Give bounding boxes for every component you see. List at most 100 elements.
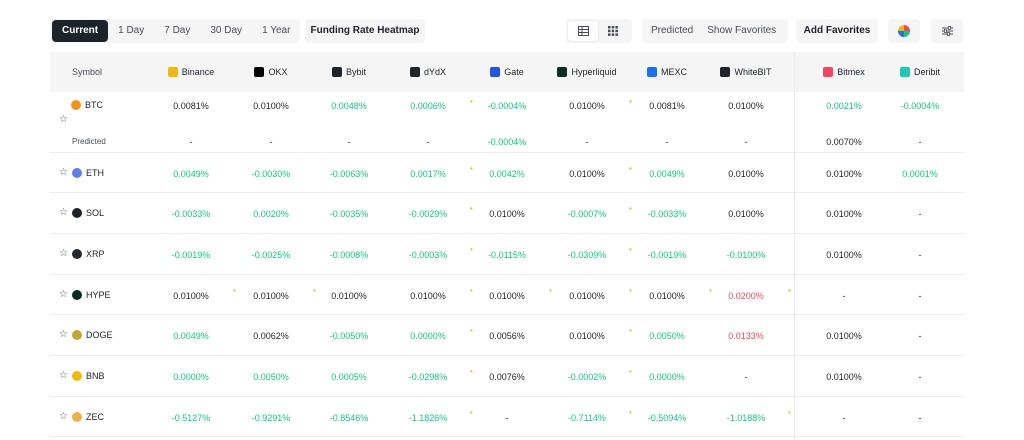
rate-cell-okx[interactable]: 0.0062% bbox=[253, 331, 289, 341]
rate-cell-whitebit[interactable]: -0.0100% bbox=[726, 250, 766, 260]
symbol-cell[interactable]: ETH bbox=[72, 168, 104, 178]
table-row[interactable]: ☆ BNB 0.0000% 0.0050% 0.0005% -0.0298% 0.0076%… bbox=[50, 356, 964, 397]
table-row[interactable]: ☆ ETH 0.0049% -0.0030% -0.0063% 0.0017% 0.0042… bbox=[50, 153, 964, 193]
symbol-cell[interactable]: BNB bbox=[72, 371, 105, 381]
rate-cell-dydx[interactable]: 0.0100% bbox=[410, 291, 446, 301]
rate-cell-deribit[interactable]: -0.0004% bbox=[900, 101, 940, 111]
exchange-header-okx[interactable]: OKX bbox=[232, 52, 310, 92]
rate-cell-hyperliquid[interactable]: -0.0309% bbox=[567, 250, 607, 260]
rate-cell-bitmex[interactable]: 0.0100% bbox=[826, 331, 862, 341]
rate-cell-okx[interactable]: 0.0100% bbox=[253, 291, 289, 301]
rate-cell-okx[interactable]: 0.0050% bbox=[253, 372, 289, 382]
favorite-star-icon[interactable]: ☆ bbox=[59, 370, 68, 381]
rate-cell-mexc[interactable]: 0.0000% bbox=[649, 372, 685, 382]
rate-cell-gate[interactable]: - bbox=[505, 413, 509, 423]
rate-cell-mexc[interactable]: 0.0100% bbox=[649, 291, 685, 301]
table-row[interactable]: ☆ SOL -0.0033% 0.0020% -0.0035% -0.0029% 0.010… bbox=[50, 193, 964, 234]
predicted-toggle[interactable]: Predicted bbox=[651, 25, 694, 36]
rate-cell-mexc[interactable]: -0.0033% bbox=[647, 209, 687, 219]
rate-cell-bybit[interactable]: 0.0048% bbox=[331, 101, 367, 111]
rate-cell-bitmex[interactable]: - bbox=[842, 413, 846, 423]
rate-cell-okx[interactable]: -0.9291% bbox=[251, 413, 291, 423]
favorite-star-icon[interactable]: ☆ bbox=[59, 289, 68, 300]
rate-cell-okx[interactable]: 0.0100% bbox=[253, 101, 289, 111]
rate-cell-deribit[interactable]: 0.0001% bbox=[902, 169, 938, 179]
rate-cell-dydx[interactable]: -0.0003% bbox=[408, 250, 448, 260]
favorite-star-icon[interactable]: ☆ bbox=[59, 114, 68, 125]
exchange-header-dydx[interactable]: dYdX bbox=[389, 52, 467, 92]
symbol-cell[interactable]: DOGE bbox=[72, 330, 113, 340]
settings-button[interactable] bbox=[931, 19, 963, 43]
exchange-header-whitebit[interactable]: WhiteBIT bbox=[707, 52, 785, 92]
rate-cell-binance[interactable]: -0.0033% bbox=[171, 209, 211, 219]
rate-cell-deribit[interactable]: - bbox=[918, 291, 922, 301]
rate-cell-deribit[interactable]: - bbox=[918, 209, 922, 219]
rate-cell-dydx[interactable]: 0.0000% bbox=[410, 331, 446, 341]
rate-cell-whitebit[interactable]: -1.0188% bbox=[726, 413, 766, 423]
rate-cell-whitebit[interactable]: 0.0100% bbox=[728, 209, 764, 219]
table-row[interactable]: ☆ HYPE 0.0100% 0.0100% 0.0100% 0.0100% 0.0100%… bbox=[50, 275, 964, 315]
rate-cell-bybit[interactable]: -0.8546% bbox=[329, 413, 369, 423]
rate-cell-bybit[interactable]: -0.0050% bbox=[329, 331, 369, 341]
symbol-cell[interactable]: SOL bbox=[72, 208, 104, 218]
rate-cell-bitmex[interactable]: 0.0021% bbox=[826, 101, 862, 111]
favorite-star-icon[interactable]: ☆ bbox=[59, 329, 68, 340]
exchange-header-binance[interactable]: Binance bbox=[152, 52, 230, 92]
table-view-button[interactable] bbox=[568, 21, 598, 41]
rate-cell-binance[interactable]: -0.0019% bbox=[171, 250, 211, 260]
exchange-header-bybit[interactable]: Bybit bbox=[310, 52, 388, 92]
rate-cell-dydx[interactable]: -1.1826% bbox=[408, 413, 448, 423]
rate-cell-bitmex[interactable]: 0.0100% bbox=[826, 250, 862, 260]
table-row[interactable]: ☆ XRP -0.0019% -0.0025% -0.0008% -0.0003% -0.0… bbox=[50, 234, 964, 275]
rate-cell-hyperliquid[interactable]: 0.0100% bbox=[569, 291, 605, 301]
rate-cell-deribit[interactable]: - bbox=[918, 331, 922, 341]
table-row[interactable]: ☆ DOGE 0.0049% 0.0062% -0.0050% 0.0000% 0.0056… bbox=[50, 315, 964, 356]
tab-current[interactable]: Current bbox=[52, 20, 109, 42]
rate-cell-whitebit[interactable]: - bbox=[744, 372, 748, 382]
rate-cell-dydx[interactable]: -0.0298% bbox=[408, 372, 448, 382]
add-favorites-button[interactable]: Add Favorites bbox=[796, 19, 878, 43]
rate-cell-whitebit[interactable]: 0.0100% bbox=[728, 101, 764, 111]
rate-cell-whitebit[interactable]: 0.0133% bbox=[728, 331, 764, 341]
tab-30-day[interactable]: 30 Day bbox=[210, 25, 243, 36]
table-row[interactable]: ☆ BTC 0.0081% 0.0100% 0.0048% 0.0006% -0.0004%… bbox=[50, 92, 964, 153]
rate-cell-binance[interactable]: -0.5127% bbox=[171, 413, 211, 423]
rate-cell-gate[interactable]: 0.0100% bbox=[489, 291, 525, 301]
rate-cell-okx[interactable]: -0.0025% bbox=[251, 250, 291, 260]
rate-cell-mexc[interactable]: 0.0050% bbox=[649, 331, 685, 341]
rate-cell-binance[interactable]: 0.0049% bbox=[173, 169, 209, 179]
rate-cell-binance[interactable]: 0.0049% bbox=[173, 331, 209, 341]
rate-cell-bitmex[interactable]: 0.0100% bbox=[826, 372, 862, 382]
symbol-cell[interactable]: BTC bbox=[71, 100, 103, 110]
rate-cell-hyperliquid[interactable]: -0.7114% bbox=[568, 413, 606, 423]
favorite-star-icon[interactable]: ☆ bbox=[59, 411, 68, 422]
favorite-star-icon[interactable]: ☆ bbox=[59, 167, 68, 178]
tab-1-day[interactable]: 1 Day bbox=[118, 25, 145, 36]
rate-cell-whitebit[interactable]: 0.0100% bbox=[728, 169, 764, 179]
rate-cell-mexc[interactable]: 0.0049% bbox=[649, 169, 685, 179]
rate-cell-gate[interactable]: -0.0115% bbox=[488, 250, 526, 260]
rate-cell-bybit[interactable]: -0.0035% bbox=[329, 209, 369, 219]
rate-cell-bitmex[interactable]: 0.0100% bbox=[826, 209, 862, 219]
symbol-header[interactable]: Symbol bbox=[72, 67, 103, 77]
grid-view-button[interactable] bbox=[598, 21, 628, 41]
tab-1-year[interactable]: 1 Year bbox=[262, 25, 291, 36]
rate-cell-gate[interactable]: 0.0100% bbox=[489, 209, 525, 219]
funding-rate-heatmap-button[interactable]: Funding Rate Heatmap bbox=[305, 19, 425, 43]
rate-cell-okx[interactable]: 0.0020% bbox=[253, 209, 289, 219]
exchange-header-deribit[interactable]: Deribit bbox=[881, 52, 959, 92]
exchange-header-hyperliquid[interactable]: Hyperliquid bbox=[548, 52, 626, 92]
tab-7-day[interactable]: 7 Day bbox=[164, 25, 191, 36]
rate-cell-bitmex[interactable]: 0.0100% bbox=[826, 169, 862, 179]
rate-cell-dydx[interactable]: 0.0006% bbox=[410, 101, 446, 111]
rate-cell-gate[interactable]: 0.0056% bbox=[489, 331, 525, 341]
show-favorites-toggle[interactable]: Show Favorites bbox=[707, 25, 777, 36]
exchange-header-gate[interactable]: Gate bbox=[468, 52, 546, 92]
rate-cell-whitebit[interactable]: 0.0200% bbox=[728, 291, 764, 301]
rate-cell-hyperliquid[interactable]: 0.0100% bbox=[569, 101, 605, 111]
rate-cell-deribit[interactable]: - bbox=[918, 250, 922, 260]
rate-cell-mexc[interactable]: -0.0019% bbox=[647, 250, 687, 260]
rate-cell-binance[interactable]: 0.0081% bbox=[173, 101, 209, 111]
rate-cell-okx[interactable]: -0.0030% bbox=[251, 169, 291, 179]
symbol-cell[interactable]: ZEC bbox=[72, 412, 104, 422]
